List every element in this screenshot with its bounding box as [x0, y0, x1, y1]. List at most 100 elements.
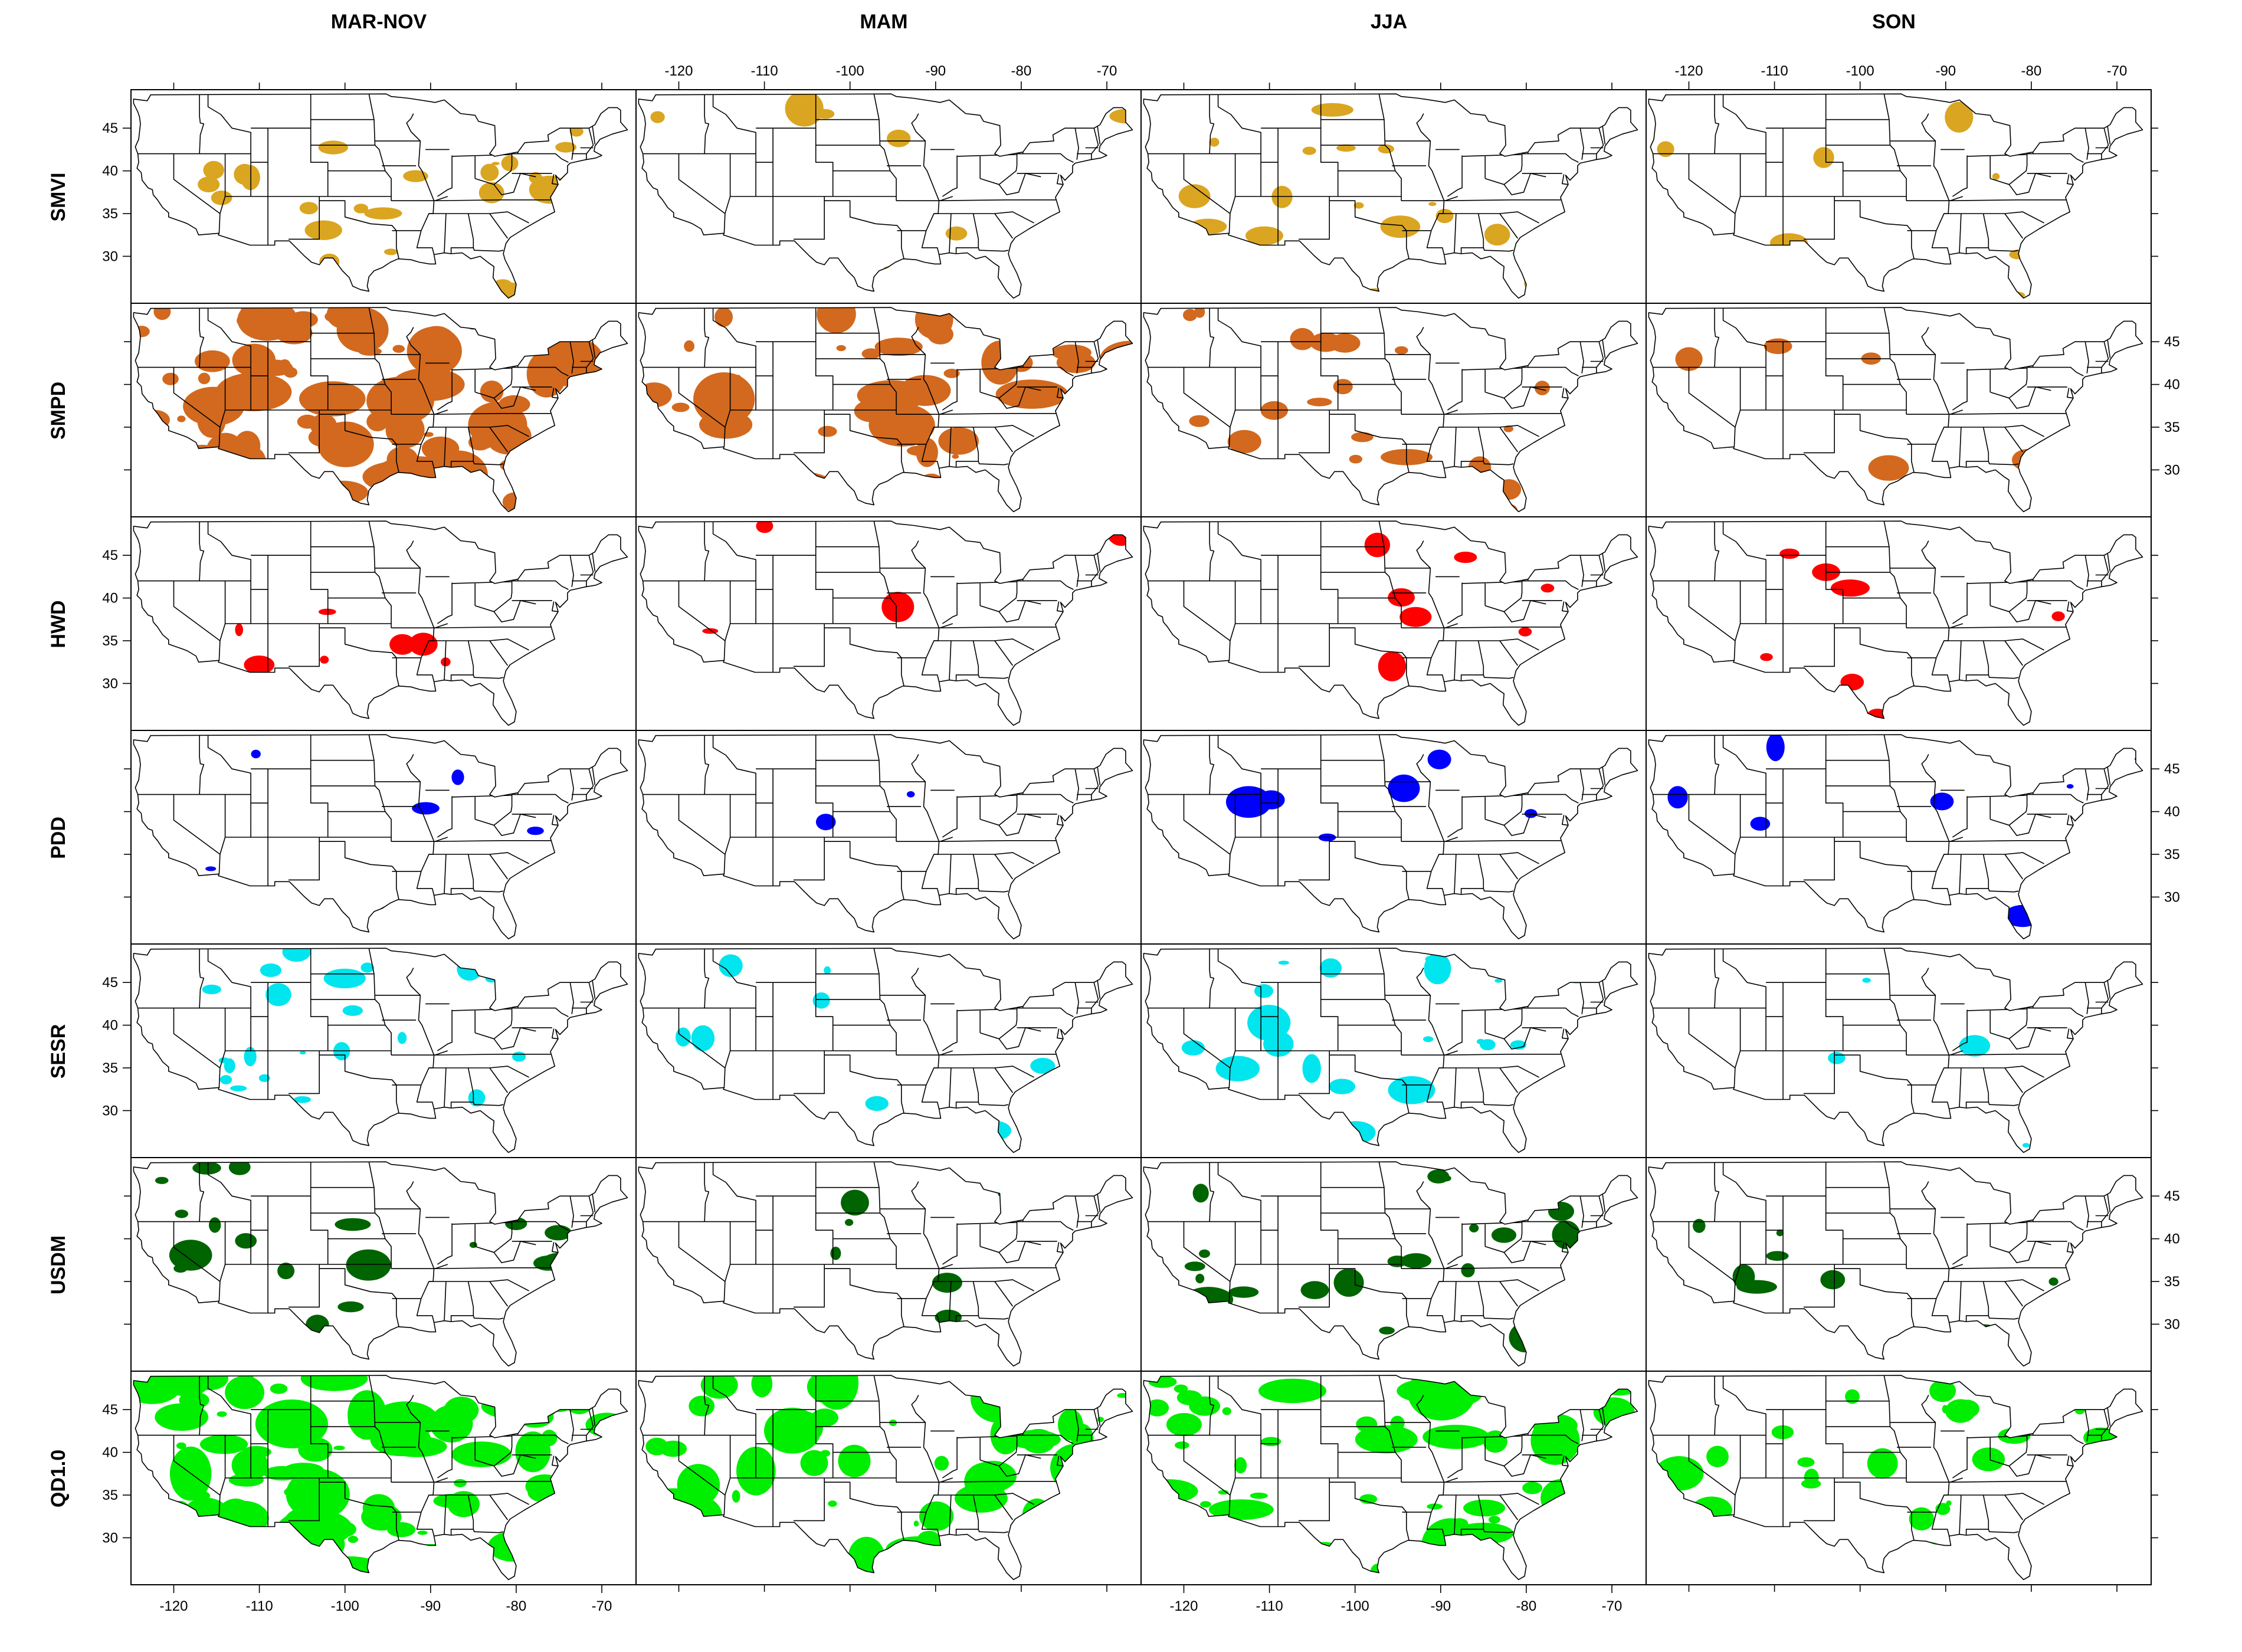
drought-patch [386, 1436, 447, 1457]
state-boundary-line [1804, 624, 1835, 667]
state-boundary-line [1077, 769, 1099, 795]
drought-patch [1535, 381, 1550, 395]
lat-tick-label: 35 [2164, 419, 2180, 435]
drought-area [638, 1375, 1128, 1580]
state-boundary-line [1988, 674, 2019, 679]
state-boundary-line [1949, 1054, 2067, 1056]
state-boundary-line [1447, 369, 1463, 411]
state-boundary-line [1057, 601, 1064, 612]
state-boundary-line [569, 769, 574, 801]
drought-patch [464, 1566, 480, 1574]
drought-patch [976, 1120, 1011, 1141]
drought-patch [1379, 1326, 1395, 1335]
drought-patch [538, 1379, 579, 1412]
drought-patch [1209, 137, 1220, 147]
state-boundary-line [1579, 342, 1584, 373]
drought-patch [1388, 774, 1420, 802]
state-boundary-line [207, 948, 268, 1017]
state-boundary-line [1503, 1008, 1546, 1050]
state-boundary-line [1943, 211, 2044, 224]
state-boundary-line [2033, 580, 2084, 590]
drought-patch [733, 1336, 763, 1362]
state-boundary-line [1949, 199, 2067, 201]
state-boundary-line [1499, 1067, 1519, 1093]
conus-outline [133, 307, 628, 513]
lat-tick-label: 40 [102, 163, 118, 179]
panel-usdm-mar-nov [130, 1157, 637, 1372]
state-boundary-line [489, 640, 509, 666]
state-boundary-line [1499, 213, 1519, 239]
state-boundary-line [939, 196, 953, 201]
state-boundary-line [824, 414, 904, 473]
state-boundary-line [712, 521, 773, 590]
lat-tick-label: 45 [102, 120, 118, 136]
state-boundary-line [572, 769, 594, 795]
state-boundary-line [2004, 1067, 2024, 1093]
state-boundary-line [1444, 1481, 1562, 1483]
state-boundary-line [949, 1067, 952, 1107]
lon-tick-label: -100 [1846, 63, 1874, 79]
state-boundary-line [1444, 199, 1562, 201]
column-title-jja: JJA [1371, 11, 1407, 33]
drought-patch [1166, 1412, 1202, 1437]
lat-tick-label: 35 [102, 206, 118, 222]
state-boundary-line [939, 627, 1057, 628]
drought-patch [1564, 1269, 1585, 1277]
drought-area [133, 307, 628, 512]
state-boundary-line [1438, 211, 1539, 224]
state-boundary-line [1447, 1437, 1463, 1479]
state-boundary-line [1883, 521, 1907, 628]
state-boundary-line [1022, 1007, 1074, 1017]
state-boundary-line [592, 1193, 596, 1212]
drought-patch [764, 1407, 821, 1454]
state-boundary-line [434, 1481, 552, 1483]
state-boundary-line [1825, 94, 1844, 196]
lat-tick-label: 35 [102, 1487, 118, 1503]
drought-patch [952, 454, 959, 459]
panel-qd10-jja [1140, 1371, 1647, 1585]
panel-sesr-mar-nov [130, 943, 637, 1158]
drought-patch [1828, 1052, 1846, 1064]
state-boundary-line [1499, 854, 1519, 880]
drought-patch [1117, 1393, 1128, 1398]
state-boundary-line [1484, 818, 1504, 826]
drought-patch [1189, 218, 1227, 235]
state-boundary-line [1444, 1477, 1458, 1483]
state-boundary-line [2107, 339, 2111, 358]
state-boundary-line [911, 327, 940, 468]
state-boundary-line [942, 369, 958, 411]
drought-patch [887, 129, 911, 148]
drought-patch [865, 1096, 889, 1111]
state-boundary-line [1688, 367, 1736, 428]
drought-patch [555, 142, 576, 153]
panel-pdd-jja [1140, 730, 1647, 945]
drought-patch [1099, 204, 1107, 210]
drought-patch [913, 1520, 919, 1527]
state-boundary-line [1883, 735, 1907, 842]
state-boundary-line [1733, 367, 1741, 447]
state-boundary-line [723, 581, 731, 661]
drought-patch [824, 966, 831, 975]
state-boundary-line [2008, 153, 2051, 195]
state-boundary-line [319, 414, 399, 473]
drought-patch [1461, 1263, 1475, 1277]
state-boundary-line [428, 638, 529, 651]
drought-patch [1591, 1375, 1638, 1396]
drought-patch [1423, 1036, 1434, 1043]
state-boundary-line [569, 1410, 574, 1441]
drought-patch [751, 1375, 773, 1398]
drought-patch [1099, 374, 1113, 382]
drought-patch [1496, 479, 1522, 500]
drought-patch [1225, 786, 1272, 818]
lat-tick-label: 40 [102, 1018, 118, 1034]
drought-patch [1743, 1355, 1752, 1362]
drought-patch [1555, 1509, 1588, 1521]
state-boundary-line [1582, 128, 1604, 155]
drought-patch [1050, 1444, 1100, 1492]
drought-patch [294, 1096, 311, 1103]
conus-outline [133, 1375, 628, 1581]
drought-patch [480, 163, 499, 182]
state-boundary-line [1444, 837, 1458, 842]
state-boundary-line [310, 735, 329, 837]
state-boundary-line [434, 1050, 448, 1056]
